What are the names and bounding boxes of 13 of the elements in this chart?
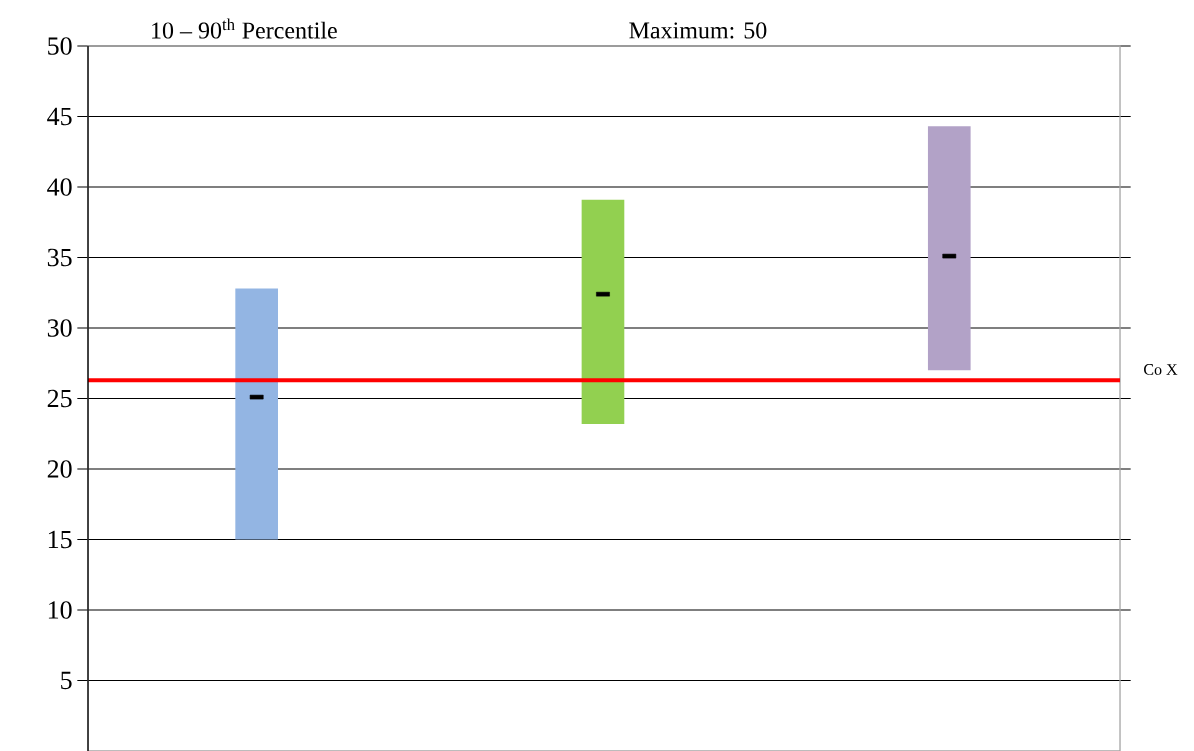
y-tick-label: 25 — [47, 389, 72, 408]
text: Maximum: 50 — [629, 22, 767, 39]
ref-line-label: Co X — [1144, 364, 1178, 375]
y-tick-label: 50 — [48, 37, 72, 55]
y-tick-label: 40 — [47, 178, 72, 196]
y-tick-label: 30 — [47, 319, 72, 337]
y-tick-label: 20 — [47, 460, 72, 478]
y-tick-label: 5 — [61, 671, 72, 690]
y-tick-label: 45 — [47, 107, 72, 126]
y-tick-label: 10 — [48, 601, 72, 619]
chart-title: 10 – 90$^{th}$ Percentile — [152, 18, 337, 39]
y-tick-label: 15 — [48, 530, 72, 549]
y-tick-label: 35 — [47, 248, 72, 267]
